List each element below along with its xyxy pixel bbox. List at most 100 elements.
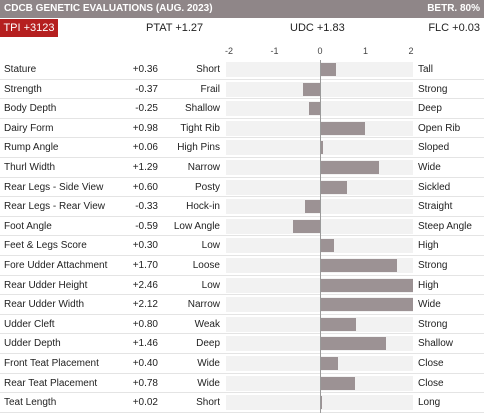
trait-value: +0.40 [132,358,158,369]
high-label: Wide [418,299,441,311]
trait-name: Rear Teat Placement [4,377,98,389]
trait-value: +1.70 [132,260,158,271]
high-label: Shallow [418,338,454,350]
high-label: Strong [418,260,448,271]
trait-value: +0.06 [132,142,158,154]
trait-value: +0.02 [132,397,158,409]
trait-value: -0.33 [135,201,158,213]
low-label: Shallow [184,103,220,115]
row-divider [0,137,484,139]
trait-row: Rear Teat Placement +0.78 Wide Close [0,374,484,394]
bar [320,298,413,312]
row-divider [0,274,484,276]
low-label: Short [196,397,220,409]
trait-value: +0.78 [132,377,158,389]
flc-value: FLC +0.03 [428,22,480,34]
row-divider [0,98,484,100]
trait-value: -0.37 [135,83,158,95]
bar-track [226,62,413,77]
trait-name: Udder Depth [4,338,61,350]
bar [320,121,365,135]
trait-row: Stature +0.36 Short Tall [0,60,484,80]
low-label: Short [196,64,220,75]
udc-value: UDC +1.83 [290,22,345,34]
bar [320,259,398,272]
trait-row: Rear Legs - Side View +0.60 Posty Sickled [0,178,484,198]
row-divider [0,254,484,256]
trait-value: +0.36 [132,64,158,75]
high-label: Tall [418,64,434,75]
row-divider [0,392,484,394]
trait-row: Teat Length +0.02 Short Long [0,393,484,413]
tick-label: 0 [317,46,323,56]
bar [293,219,320,233]
x-axis: -2 -1 0 1 2 [0,38,484,60]
trait-name: Rump Angle [4,142,59,154]
low-label: Low [201,240,220,252]
trait-row: Udder Cleft +0.80 Weak Strong [0,315,484,335]
trait-row: Front Teat Placement +0.40 Wide Close [0,354,484,374]
trait-name: Rear Udder Height [4,279,88,291]
high-label: Strong [418,318,448,330]
row-divider [0,372,484,374]
trait-value: -0.25 [135,103,158,115]
report-header: CDCB GENETIC EVALUATIONS (AUG. 2023) BET… [0,0,484,18]
trait-row: Rear Udder Height +2.46 Low High [0,276,484,296]
high-label: Close [418,358,444,369]
low-label: Low [201,279,220,291]
bar-track [226,395,413,411]
bar [320,357,339,370]
row-divider [0,411,484,413]
bar [320,63,337,76]
trait-value: +1.29 [132,162,158,173]
bar-track [226,316,413,332]
bar-track [226,140,413,156]
high-label: Open Rib [418,122,461,134]
row-divider [0,196,484,198]
bar [308,102,320,116]
bar [320,180,348,194]
ptat-value: PTAT +1.27 [146,22,204,34]
trait-row: Fore Udder Attachment +1.70 Loose Strong [0,256,484,276]
bar [304,200,320,214]
trait-name: Front Teat Placement [4,358,99,369]
low-label: Deep [196,338,220,350]
trait-value: +1.46 [132,338,158,350]
trait-name: Thurl Width [4,162,56,173]
tpi-badge: TPI +3123 [0,19,58,37]
tick-label: 2 [408,46,414,56]
trait-name: Fore Udder Attachment [4,260,108,271]
bar [320,141,323,155]
bar [303,82,320,96]
summary-bar: TPI +3123 PTAT +1.27 UDC +1.83 FLC +0.03 [0,18,484,38]
high-label: Wide [418,162,441,173]
low-label: Wide [197,377,220,389]
trait-row: Rear Legs - Rear View -0.33 Hock-in Straigh… [0,197,484,217]
row-divider [0,176,484,178]
tick-label: -2 [224,46,234,56]
trait-name: Udder Cleft [4,318,55,330]
low-label: Wide [197,358,220,369]
trait-value: +0.98 [132,122,158,134]
trait-value: +0.80 [132,318,158,330]
trait-name: Strength [4,83,42,95]
trait-name: Rear Legs - Rear View [4,201,105,213]
low-label: Loose [192,260,220,271]
trait-name: Feet & Legs Score [4,240,87,252]
high-label: Sloped [418,142,450,154]
bar [320,161,379,174]
high-label: High [418,240,439,252]
low-label: Weak [194,318,220,330]
low-label: Narrow [187,299,220,311]
row-divider [0,78,484,80]
trait-name: Dairy Form [4,122,54,134]
trait-value: +2.12 [132,299,158,311]
trait-row: Udder Depth +1.46 Deep Shallow [0,334,484,354]
high-label: Strong [418,83,448,95]
row-divider [0,313,484,315]
low-label: Low Angle [173,220,220,232]
high-label: Deep [418,103,442,115]
bar-track [226,238,413,254]
row-divider [0,333,484,335]
reliability-label: BETR. 80% [427,3,480,14]
